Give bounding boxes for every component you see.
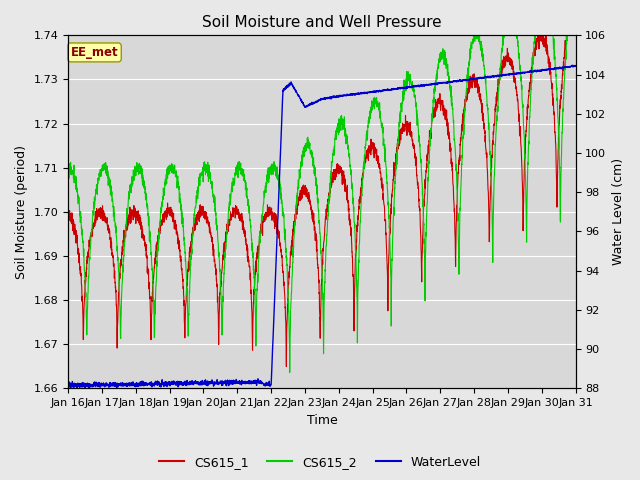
WaterLevel <box>225 378 233 384</box>
CS615_2 <box>225 208 233 214</box>
CS615_1 <box>282 364 290 370</box>
Line: WaterLevel: WaterLevel <box>68 65 575 388</box>
WaterLevel <box>386 87 394 93</box>
WaterLevel <box>445 79 453 84</box>
WaterLevel <box>419 83 426 88</box>
CS615_1 <box>419 245 426 251</box>
Line: CS615_1: CS615_1 <box>68 36 575 367</box>
Y-axis label: Soil Moisture (period): Soil Moisture (period) <box>15 145 28 279</box>
CS615_2 <box>64 158 72 164</box>
WaterLevel <box>568 62 576 68</box>
CS615_2 <box>572 33 579 38</box>
WaterLevel <box>483 74 491 80</box>
CS615_1 <box>572 33 579 38</box>
CS615_1 <box>536 33 543 38</box>
WaterLevel <box>419 83 426 88</box>
CS615_1 <box>386 225 394 231</box>
WaterLevel <box>65 385 72 391</box>
CS615_2 <box>286 370 294 375</box>
Title: Soil Moisture and Well Pressure: Soil Moisture and Well Pressure <box>202 15 442 30</box>
CS615_2 <box>483 103 491 109</box>
Text: EE_met: EE_met <box>70 46 118 59</box>
CS615_2 <box>445 81 453 87</box>
CS615_1 <box>64 204 72 209</box>
X-axis label: Time: Time <box>307 414 337 427</box>
CS615_2 <box>470 33 477 38</box>
WaterLevel <box>572 63 579 69</box>
CS615_1 <box>225 217 233 223</box>
Legend: CS615_1, CS615_2, WaterLevel: CS615_1, CS615_2, WaterLevel <box>154 451 486 474</box>
CS615_1 <box>483 159 491 165</box>
CS615_1 <box>445 136 453 142</box>
CS615_1 <box>419 251 426 256</box>
CS615_2 <box>419 181 426 187</box>
Y-axis label: Water Level (cm): Water Level (cm) <box>612 158 625 265</box>
CS615_2 <box>419 192 426 198</box>
CS615_2 <box>386 236 394 241</box>
Line: CS615_2: CS615_2 <box>68 36 575 372</box>
WaterLevel <box>64 382 72 387</box>
